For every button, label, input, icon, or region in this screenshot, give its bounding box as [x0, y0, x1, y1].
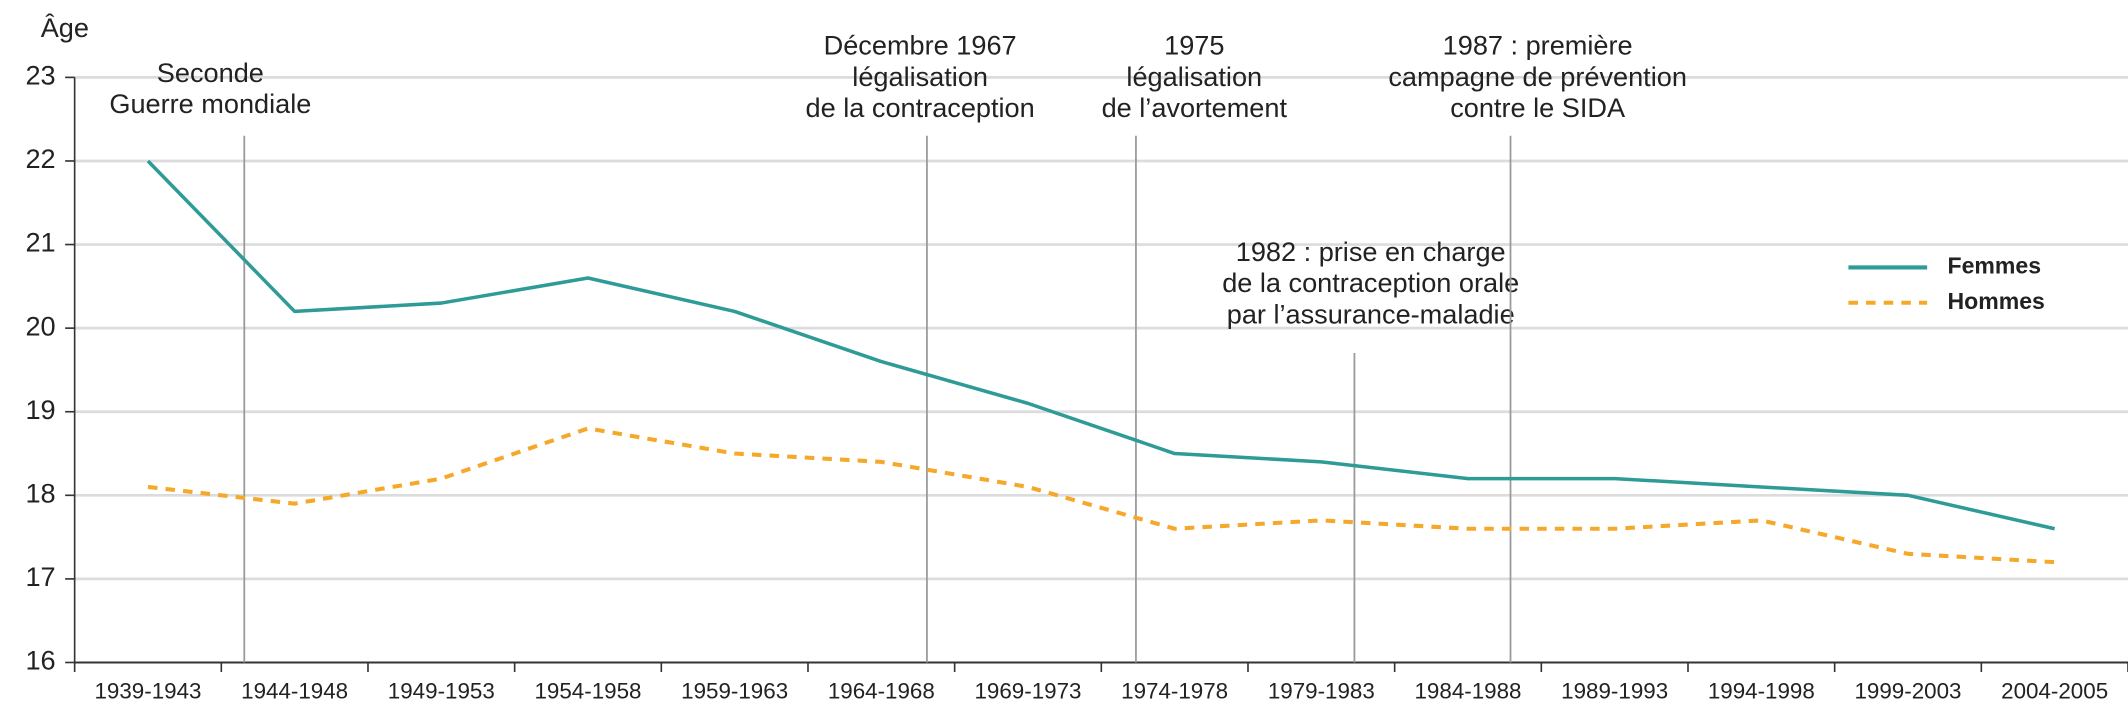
legend-label: Femmes — [1947, 253, 2041, 279]
x-tick-label: 1939-1943 — [94, 678, 201, 703]
y-tick-label: 19 — [25, 394, 55, 425]
x-tick-label: 1969-1973 — [974, 678, 1081, 703]
y-tick-label: 23 — [25, 60, 55, 91]
legend-label: Hommes — [1947, 288, 2044, 314]
x-tick-label: 1999-2003 — [1854, 678, 1961, 703]
annotation-text: Guerre mondiale — [109, 88, 311, 119]
x-tick-label: 1994-1998 — [1708, 678, 1815, 703]
y-axis-label: Âge — [41, 12, 89, 43]
annotation-text: légalisation — [1126, 61, 1262, 92]
x-tick-label: 1954-1958 — [534, 678, 641, 703]
annotation-text: Décembre 1967 — [824, 30, 1017, 61]
series-line — [146, 159, 2056, 531]
x-tick-label: 1949-1953 — [388, 678, 495, 703]
annotation-text: par l’assurance-maladie — [1227, 298, 1515, 329]
annotation-text: de l’avortement — [1102, 92, 1288, 123]
y-tick-label: 17 — [25, 561, 55, 592]
annotation-text: 1982 : prise en charge — [1236, 236, 1506, 267]
annotation-text: de la contraception — [806, 92, 1035, 123]
annotation-text: Seconde — [157, 57, 264, 88]
y-tick-label: 21 — [25, 227, 55, 258]
annotation-text: de la contraception orale — [1222, 267, 1519, 298]
series-line — [147, 426, 2055, 565]
x-tick-label: 1984-1988 — [1414, 678, 1521, 703]
x-tick-label: 1989-1993 — [1561, 678, 1668, 703]
annotation-text: contre le SIDA — [1450, 92, 1626, 123]
x-tick-label: 1944-1948 — [241, 678, 348, 703]
annotation-text: légalisation — [852, 61, 988, 92]
x-tick-label: 2004-2005 — [2001, 678, 2108, 703]
annotation-text: 1987 : première — [1443, 30, 1633, 61]
y-tick-label: 22 — [25, 143, 55, 174]
annotation-text: campagne de prévention — [1388, 61, 1687, 92]
annotation-text: 1975 — [1164, 30, 1224, 61]
y-tick-label: 20 — [25, 310, 55, 341]
x-tick-label: 1964-1968 — [828, 678, 935, 703]
y-tick-label: 18 — [25, 477, 55, 508]
x-tick-label: 1974-1978 — [1121, 678, 1228, 703]
x-tick-label: 1959-1963 — [681, 678, 788, 703]
y-tick-label: 16 — [25, 645, 55, 676]
x-tick-label: 1979-1983 — [1268, 678, 1375, 703]
